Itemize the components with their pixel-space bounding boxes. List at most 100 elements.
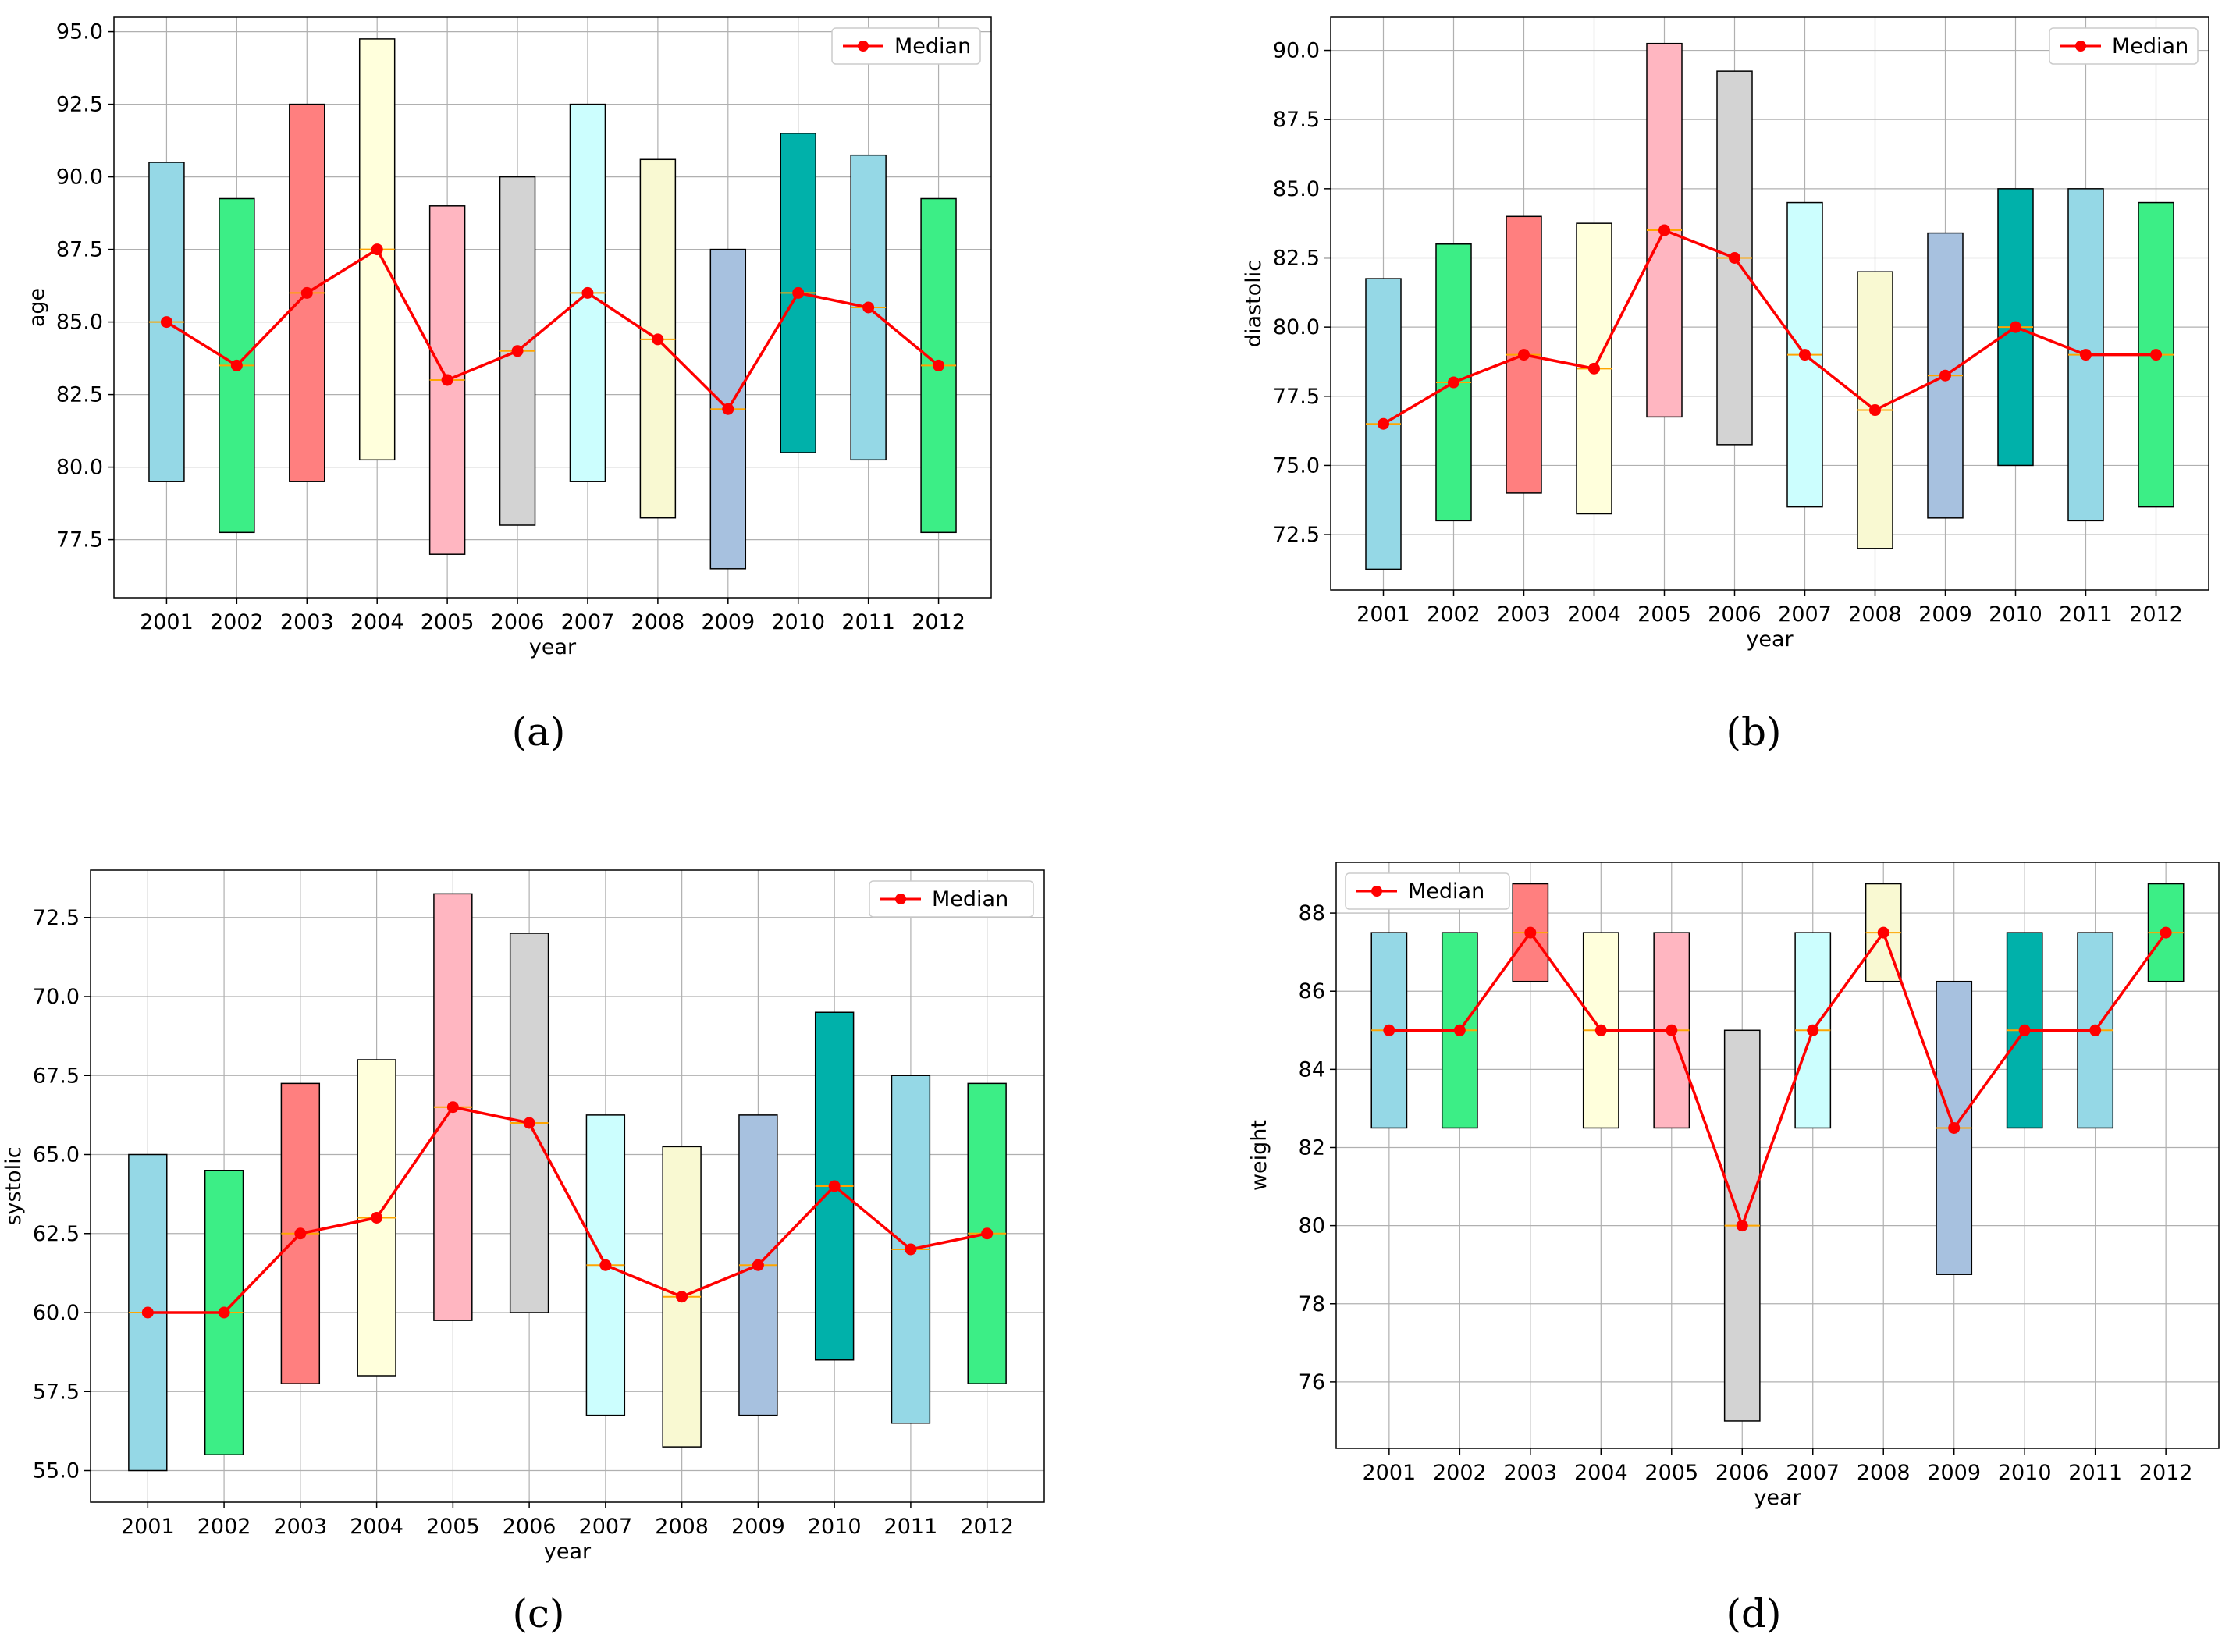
legend-a: Median (831, 27, 981, 65)
legend-d: Median (1345, 872, 1510, 910)
subfigure-label-c: (c) (512, 1591, 564, 1636)
x-tick-label-c: 2001 (121, 1515, 175, 1539)
x-tick-label-c: 2009 (731, 1515, 785, 1539)
y-axis-label-b: diastolic (1242, 260, 1266, 347)
y-tick-label-a: 85.0 (56, 311, 103, 335)
median-line-c (148, 1105, 988, 1314)
legend-label-d: Median (1408, 879, 1484, 904)
y-tick-label-d: 88 (1299, 901, 1325, 925)
y-tick-label-b: 77.5 (1273, 385, 1320, 409)
median-point-a-2007 (581, 286, 594, 299)
median-point-b-2008 (1869, 404, 1881, 417)
median-point-c-2004 (371, 1212, 383, 1224)
y-tick-label-c: 72.5 (33, 906, 80, 930)
median-point-d-2007 (1807, 1024, 1819, 1036)
x-axis-label-d: year (1754, 1486, 1801, 1510)
median-point-d-2009 (1948, 1121, 1961, 1134)
median-point-d-2010 (2018, 1024, 2031, 1036)
y-tick-label-b: 85.0 (1273, 177, 1320, 201)
median-point-a-2003 (300, 286, 313, 299)
median-point-c-2001 (141, 1306, 154, 1319)
legend-b: Median (2049, 27, 2199, 65)
x-tick-label-a: 2006 (491, 610, 545, 634)
y-tick-label-c: 65.0 (33, 1143, 80, 1167)
x-tick-label-b: 2009 (1918, 602, 1972, 627)
x-tick-label-a: 2005 (421, 610, 475, 634)
median-point-c-2005 (446, 1101, 459, 1114)
x-tick-label-a: 2001 (140, 610, 194, 634)
y-axis-label-d: weight (1247, 1120, 1271, 1191)
x-tick-label-c: 2004 (350, 1515, 403, 1539)
subplot-d: 76 78 80 82 84 86 88 2001 2002 2003 2004 2005 2006 20… (1247, 862, 2220, 1636)
median-point-c-2012 (981, 1227, 994, 1240)
subfigure-label-b: (b) (1726, 709, 1781, 755)
x-tick-label-c: 2003 (273, 1515, 327, 1539)
x-tick-label-b: 2010 (1989, 602, 2042, 627)
x-tick-label-a: 2003 (280, 610, 334, 634)
median-point-b-2003 (1518, 349, 1530, 361)
median-point-a-2012 (933, 359, 945, 371)
x-tick-label-a: 2004 (350, 610, 404, 634)
y-tick-label-d: 76 (1299, 1370, 1325, 1394)
y-tick-label-d: 80 (1299, 1214, 1325, 1238)
y-tick-label-c: 55.0 (33, 1459, 80, 1483)
x-tick-label-c: 2002 (197, 1515, 251, 1539)
x-tick-label-d: 2006 (1715, 1461, 1769, 1485)
x-tick-label-b: 2003 (1497, 602, 1551, 627)
x-tick-label-c: 2008 (655, 1515, 709, 1539)
x-tick-label-a: 2008 (631, 610, 685, 634)
x-tick-label-d: 2010 (1998, 1461, 2052, 1485)
median-point-c-2006 (523, 1117, 535, 1129)
y-tick-label-a: 87.5 (56, 238, 103, 262)
x-tick-label-d: 2004 (1574, 1461, 1628, 1485)
x-axis-label-b: year (1746, 627, 1794, 652)
median-point-a-2006 (511, 345, 524, 357)
median-line-d (1388, 929, 2167, 1230)
x-tick-label-c: 2006 (503, 1515, 556, 1539)
subfigure-label-d: (d) (1726, 1591, 1781, 1636)
x-tick-label-b: 2002 (1427, 602, 1481, 627)
y-tick-label-d: 86 (1299, 979, 1325, 1004)
x-tick-label-d: 2005 (1644, 1461, 1698, 1485)
y-axis-label-a: age (25, 288, 49, 327)
plot-frame-b (1330, 16, 2209, 591)
median-point-c-2010 (828, 1180, 841, 1192)
x-tick-label-c: 2012 (960, 1515, 1014, 1539)
x-tick-label-a: 2007 (561, 610, 615, 634)
x-tick-label-a: 2011 (841, 610, 895, 634)
median-point-b-2005 (1658, 224, 1670, 236)
y-tick-label-b: 87.5 (1273, 108, 1320, 132)
median-point-a-2001 (160, 316, 172, 329)
x-tick-label-c: 2007 (579, 1515, 633, 1539)
x-tick-label-a: 2009 (701, 610, 755, 634)
y-tick-label-b: 72.5 (1273, 523, 1320, 547)
median-point-d-2003 (1524, 926, 1537, 939)
median-point-b-2002 (1448, 376, 1459, 389)
y-tick-label-c: 62.5 (33, 1222, 80, 1246)
median-point-b-2004 (1588, 362, 1600, 375)
plot-frame-d (1335, 862, 2220, 1449)
median-point-a-2011 (862, 301, 875, 314)
y-tick-label-b: 90.0 (1273, 39, 1320, 63)
median-point-b-2009 (1939, 369, 1951, 382)
y-tick-label-c: 57.5 (33, 1380, 80, 1404)
subfigure-label-a: (a) (512, 709, 566, 755)
median-point-a-2002 (230, 359, 243, 371)
plot-frame-a (113, 16, 992, 599)
x-tick-label-a: 2002 (210, 610, 264, 634)
y-tick-label-a: 90.0 (56, 165, 103, 190)
y-tick-label-d: 84 (1299, 1057, 1325, 1082)
median-point-b-2010 (2010, 321, 2021, 333)
median-point-d-2005 (1666, 1024, 1678, 1036)
y-tick-label-c: 67.5 (33, 1064, 80, 1088)
median-point-b-2001 (1378, 417, 1389, 430)
legend-label-a: Median (894, 34, 971, 59)
median-point-b-2007 (1799, 349, 1811, 361)
legend-label-c: Median (932, 887, 1008, 911)
y-tick-label-b: 80.0 (1273, 315, 1320, 339)
y-tick-label-c: 70.0 (33, 985, 80, 1009)
legend-c: Median (869, 880, 1034, 918)
x-tick-label-d: 2008 (1857, 1461, 1911, 1485)
median-point-c-2008 (676, 1291, 688, 1303)
y-tick-label-d: 82 (1299, 1135, 1325, 1160)
